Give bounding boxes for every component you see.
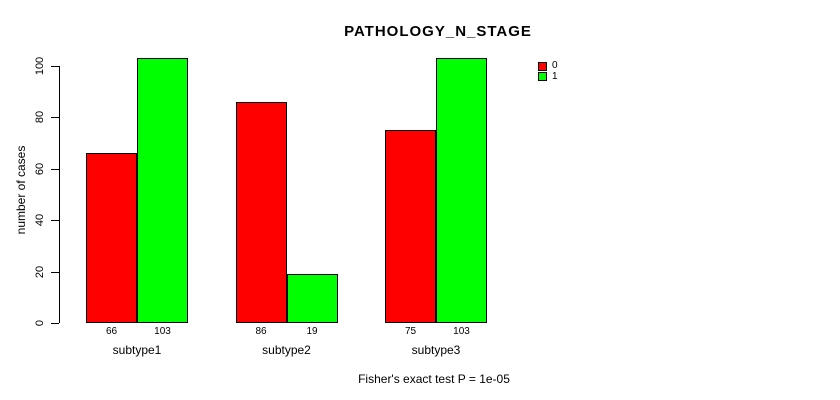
bar-subtype1-1: [137, 58, 188, 323]
legend-label: 0: [552, 60, 558, 71]
y-axis-tick: [51, 117, 59, 119]
bar-subtype3-0: [385, 130, 436, 323]
chart-title: PATHOLOGY_N_STAGE: [344, 23, 532, 40]
legend-swatch: [538, 72, 547, 81]
y-axis-tick-label: 100: [34, 56, 46, 76]
bar-value-label: 103: [154, 326, 171, 337]
bar-value-label: 75: [404, 326, 417, 337]
y-axis-line: [59, 66, 60, 323]
legend-label: 1: [552, 70, 558, 82]
bar-value-label: 103: [453, 326, 470, 337]
bar-value-label: 66: [105, 326, 118, 337]
bar-value-label: 86: [255, 326, 267, 337]
category-label-subtype3: subtype3: [411, 343, 461, 357]
y-axis-tick: [51, 323, 59, 324]
y-axis-tick: [51, 271, 59, 273]
y-axis-tick-label: 80: [34, 111, 46, 124]
legend-swatch: [538, 61, 547, 71]
bar-value-label: 19: [306, 326, 318, 337]
y-axis-tick: [51, 220, 59, 222]
bar-subtype2-1: [286, 274, 338, 323]
bar-subtype1-0: [86, 153, 137, 323]
bar-subtype3-1: [436, 58, 487, 323]
y-axis-tick: [51, 66, 59, 67]
y-axis-tick: [51, 168, 59, 170]
fisher-test-annotation: Fisher's exact test P = 1e-05: [358, 372, 510, 386]
y-axis-tick-label: 0: [34, 319, 46, 327]
y-axis-tick-label: 60: [34, 162, 46, 175]
legend-item: 0: [538, 60, 558, 71]
legend-item: 1: [538, 70, 558, 82]
category-label-subtype1: subtype1: [112, 343, 162, 357]
category-label-subtype2: subtype2: [262, 343, 311, 357]
bar-subtype2-0: [235, 101, 287, 323]
y-axis-tick-label: 40: [34, 214, 46, 227]
y-axis-tick-label: 20: [34, 265, 46, 278]
